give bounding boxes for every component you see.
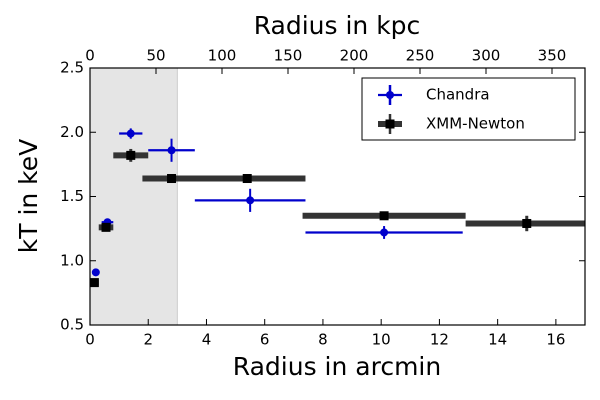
point [246,196,255,205]
legend-label: Chandra [426,86,490,104]
point [522,218,532,228]
legend-box [361,77,576,141]
y-tick-label: 1.5 [60,187,84,205]
x-tick-label: 8 [318,331,328,349]
y-tick-label: 2.0 [60,123,84,141]
x2-tick-label: 100 [208,47,237,65]
x2-tick-label: 0 [85,47,95,65]
x2-tick-label: 50 [146,47,165,65]
x2-tick-label: 300 [472,47,501,65]
point [90,278,99,288]
x-tick-label: 10 [372,331,391,349]
point [101,222,111,232]
plot-frame [89,67,586,326]
legend-marker [386,91,394,99]
x-tick-label: 12 [430,331,449,349]
legend-label: XMM-Newton [426,115,525,133]
x-tick-label: 0 [85,331,95,349]
point [126,129,135,138]
x-tick-label: 16 [546,331,565,349]
x-axis-title: Radius in arcmin [233,352,441,381]
x-tick-label: 14 [488,331,507,349]
legend-marker [385,119,395,129]
y-tick-label: 2.5 [60,59,84,77]
point [126,150,136,160]
point [91,268,100,277]
y-tick-label: 1.0 [60,251,84,269]
x-tick-label: 2 [143,331,153,349]
x2-tick-label: 200 [340,47,369,65]
x2-tick-label: 250 [406,47,435,65]
x-tick-label: 6 [260,331,270,349]
x2-tick-label: 350 [538,47,567,65]
x2-tick-label: 150 [274,47,303,65]
shaded-region [89,67,178,326]
plot-area [90,128,585,288]
point [167,146,176,155]
point [167,174,177,184]
point [380,228,389,237]
x-tick-label: 4 [202,331,212,349]
y-tick-label: 0.5 [60,316,84,334]
point [379,211,389,221]
x2-axis-title: Radius in kpc [254,11,421,40]
y-axis-title: kT in keV [14,139,43,254]
point [242,174,252,184]
